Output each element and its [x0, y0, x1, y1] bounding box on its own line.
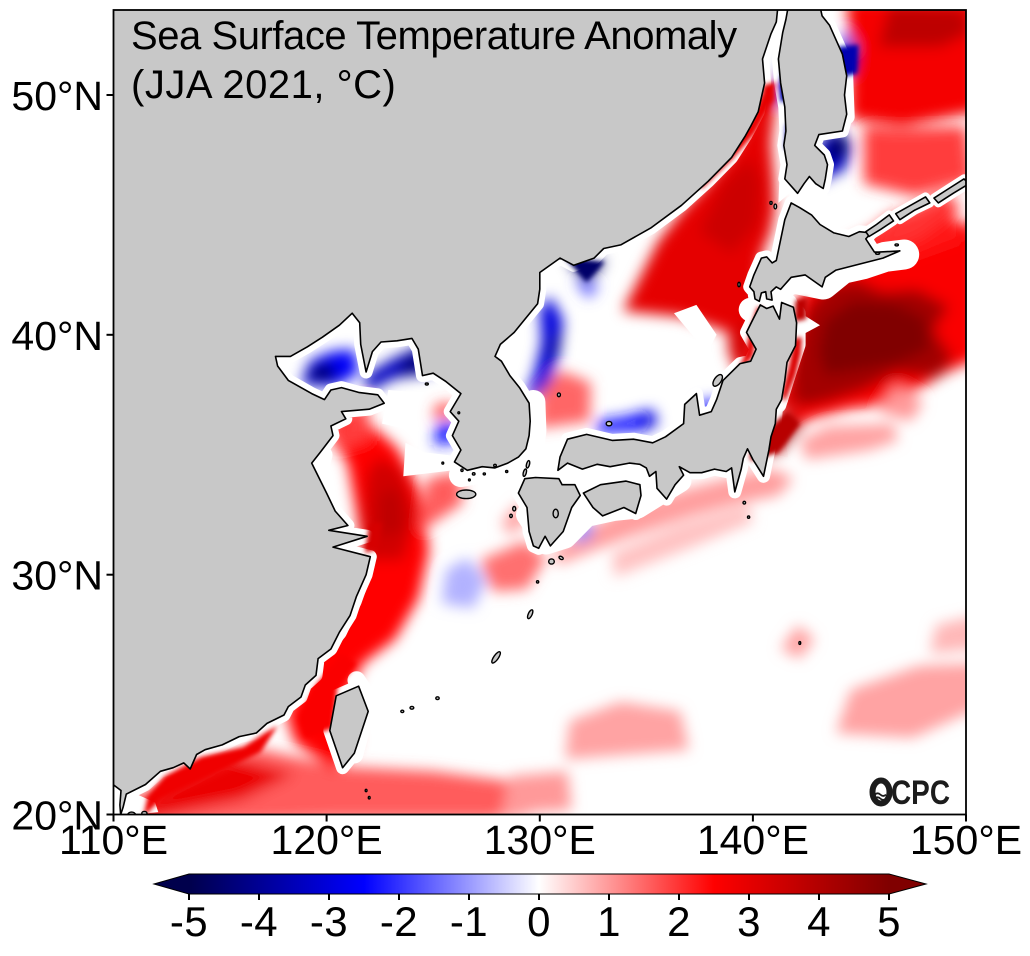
svg-text:4: 4 [807, 898, 831, 945]
svg-text:40°N: 40°N [11, 313, 103, 359]
svg-text:2: 2 [667, 898, 691, 945]
svg-text:1: 1 [597, 898, 621, 945]
svg-text:20°N: 20°N [11, 793, 103, 839]
svg-text:120°E: 120°E [271, 817, 383, 863]
svg-text:-4: -4 [240, 898, 278, 945]
svg-text:3: 3 [737, 898, 761, 945]
svg-text:-1: -1 [450, 898, 488, 945]
svg-text:140°E: 140°E [697, 817, 809, 863]
svg-text:-5: -5 [170, 898, 208, 945]
svg-text:150°E: 150°E [910, 817, 1022, 863]
svg-text:-3: -3 [310, 898, 348, 945]
svg-text:CPC: CPC [891, 774, 950, 812]
svg-text:(JJA 2021, °C): (JJA 2021, °C) [131, 63, 396, 107]
svg-text:Sea Surface Temperature Anomal: Sea Surface Temperature Anomaly [131, 14, 737, 58]
svg-text:50°N: 50°N [11, 73, 103, 119]
svg-text:110°E: 110°E [59, 817, 168, 863]
svg-text:-2: -2 [380, 898, 418, 945]
svg-text:5: 5 [877, 898, 901, 945]
svg-text:130°E: 130°E [484, 817, 596, 863]
svg-text:0: 0 [527, 898, 551, 945]
svg-text:30°N: 30°N [11, 553, 103, 599]
